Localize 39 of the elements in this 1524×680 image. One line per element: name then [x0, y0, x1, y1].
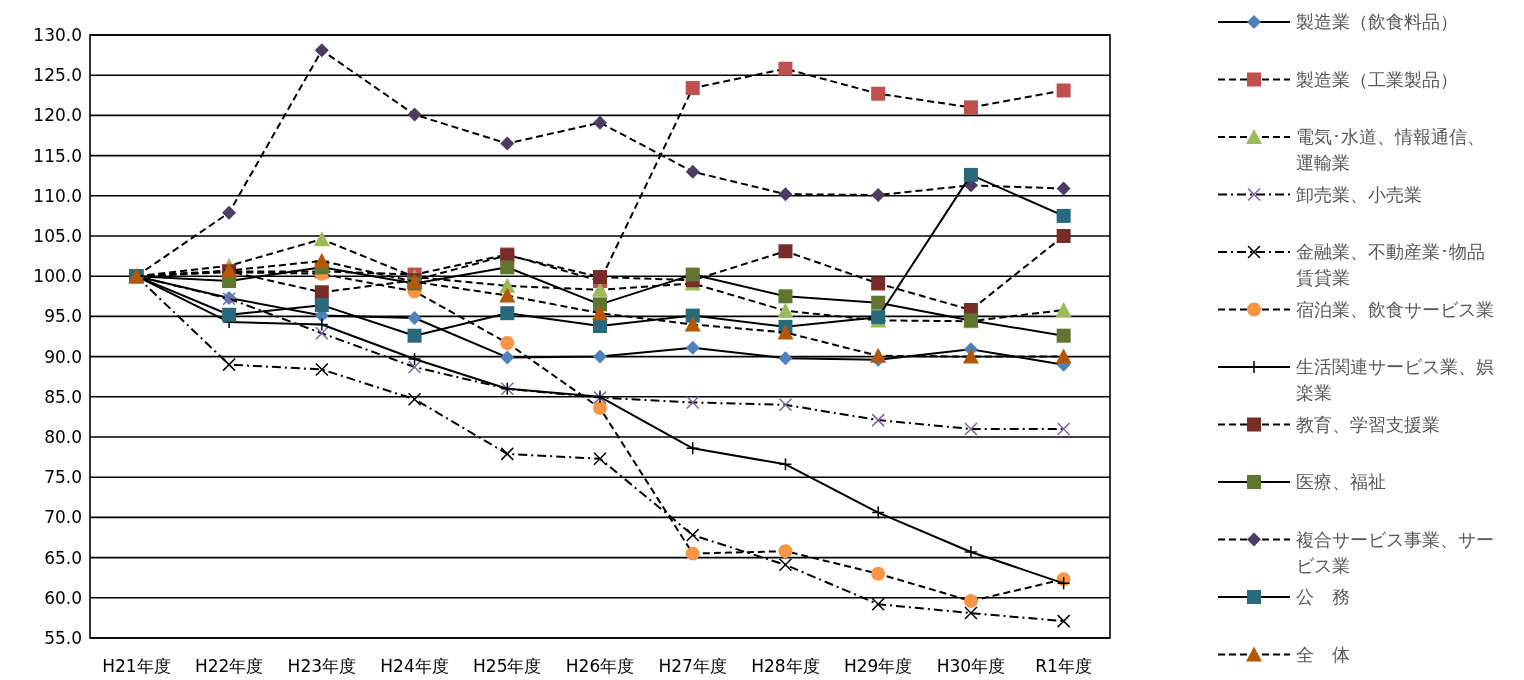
y-tick-label: 130.0	[33, 25, 82, 45]
x-tick-label: R1年度	[1035, 656, 1092, 676]
y-tick-label: 105.0	[33, 226, 82, 246]
x-tick-label: H23年度	[287, 656, 357, 676]
y-tick-label: 110.0	[33, 185, 82, 206]
y-tick-label: 70.0	[44, 507, 82, 528]
legend-label: 電気･水道、情報通信、運輸業	[1296, 126, 1485, 173]
y-tick-label: 65.0	[44, 547, 82, 568]
legend-label: 宿泊業、飲食サービス業	[1296, 298, 1494, 320]
y-tick-label: 55.0	[44, 628, 82, 648]
y-tick-label: 85.0	[44, 386, 82, 407]
legend-label: 製造業（飲食料品）	[1296, 11, 1458, 32]
x-tick-label: H21年度	[102, 656, 171, 676]
legend-label: 生活関連サービス業、娯楽業	[1296, 356, 1494, 403]
legend-label: 教育、学習支援業	[1296, 413, 1440, 435]
x-tick-label: H25年度	[473, 656, 542, 676]
y-tick-label: 100.0	[33, 266, 82, 287]
legend-label: 公 務	[1296, 586, 1350, 607]
y-tick-label: 120.0	[33, 105, 82, 126]
legend-label: 全 体	[1296, 643, 1350, 665]
y-tick-label: 75.0	[44, 467, 82, 488]
legend-label: 卸売業、小売業	[1296, 183, 1422, 205]
legend-label: 医療、福祉	[1296, 471, 1386, 492]
y-tick-label: 95.0	[44, 306, 82, 327]
y-tick-label: 80.0	[44, 427, 82, 447]
x-tick-label: H26年度	[565, 656, 635, 676]
y-tick-label: 125.0	[33, 65, 82, 86]
y-tick-label: 60.0	[44, 587, 82, 608]
y-tick-label: 90.0	[44, 346, 82, 367]
x-tick-label: H29年度	[843, 656, 913, 676]
y-tick-label: 115.0	[33, 145, 82, 166]
legend-label: 複合サービス事業、サービス業	[1296, 528, 1494, 576]
x-tick-label: H22年度	[194, 656, 264, 676]
legend-label: 製造業（工業製品）	[1296, 68, 1458, 90]
x-tick-label: H28年度	[751, 656, 820, 676]
x-tick-label: H27年度	[658, 656, 727, 676]
x-tick-label: H24年度	[380, 656, 449, 676]
legend-label: 金融業、不動産業･物品賃貸業	[1296, 241, 1485, 288]
x-tick-label: H30年度	[936, 656, 1006, 676]
